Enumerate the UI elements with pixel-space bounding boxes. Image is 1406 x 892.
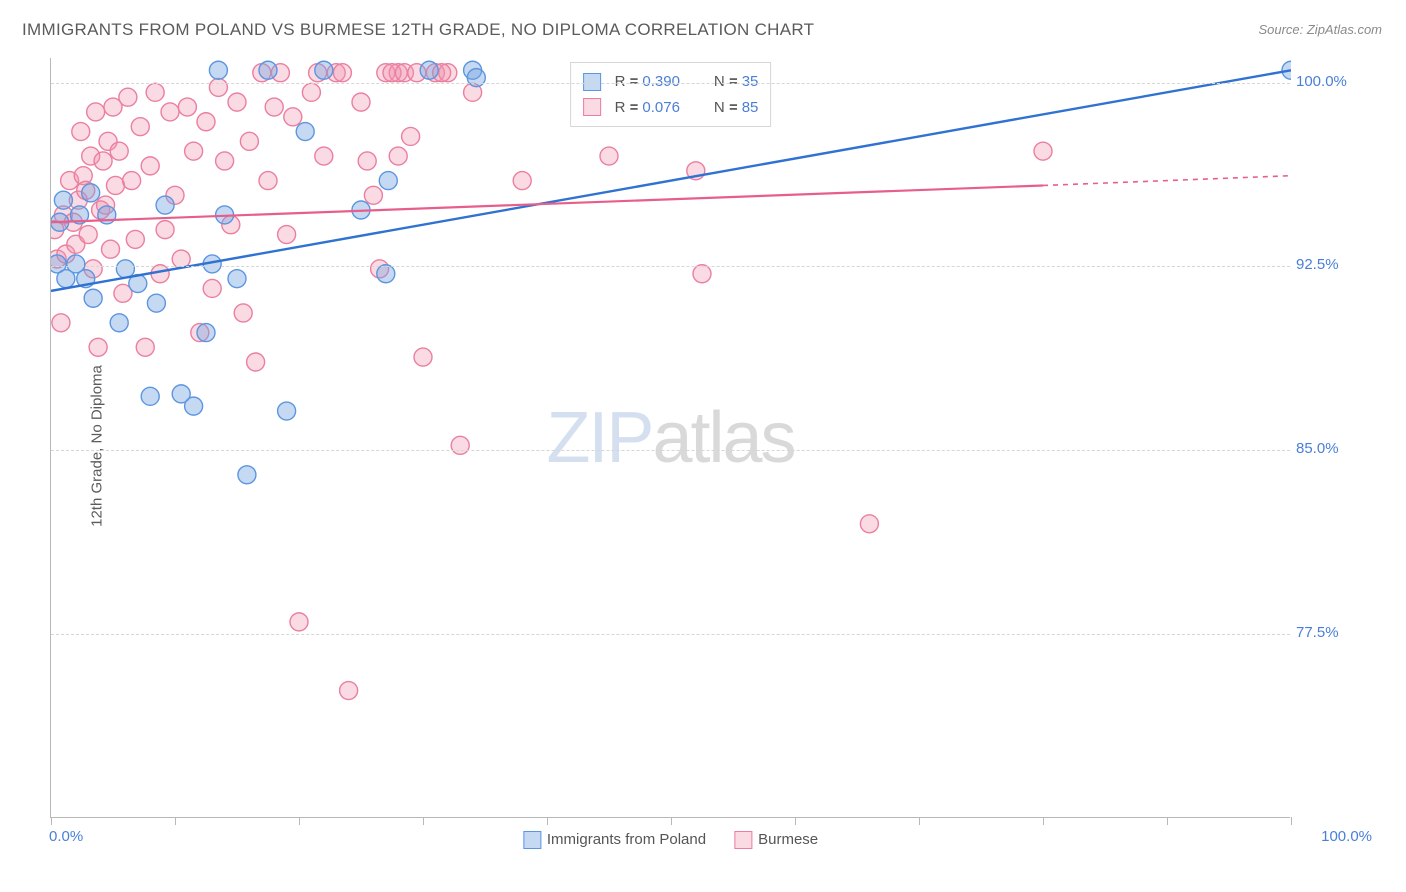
x-tick [423,817,424,825]
source-attribution: Source: ZipAtlas.com [1258,22,1382,37]
y-tick-label: 92.5% [1296,256,1376,273]
x-tick [1043,817,1044,825]
r-label-a: R [615,73,626,90]
n-value-b: 85 [742,99,759,116]
legend-item-b: Burmese [734,831,818,849]
legend-swatch-b-bottom [734,831,752,849]
scatter-plot-svg [51,58,1291,818]
x-tick [299,817,300,825]
legend-swatch-a-bottom [523,831,541,849]
x-tick [547,817,548,825]
n-value-a: 35 [742,73,759,90]
x-tick [671,817,672,825]
n-label-b: N [714,99,725,116]
x-tick [795,817,796,825]
x-tick [1167,817,1168,825]
y-tick-label: 85.0% [1296,440,1376,457]
gridline-h [51,450,1290,451]
y-tick-label: 77.5% [1296,624,1376,641]
x-tick [51,817,52,825]
r-value-a: 0.390 [642,73,680,90]
gridline-h [51,83,1290,84]
series-legend: Immigrants from Poland Burmese [523,831,818,849]
x-tick [175,817,176,825]
chart-title: IMMIGRANTS FROM POLAND VS BURMESE 12TH G… [22,20,814,40]
y-tick-label: 100.0% [1296,73,1376,90]
legend-label-b: Burmese [758,831,818,848]
x-tick-max: 100.0% [1321,828,1372,845]
r-label-b: R [615,99,626,116]
legend-swatch-b [583,98,601,116]
plot-area: ZIPatlas R =0.390 N =35 R =0.076 N =85 I… [50,58,1290,818]
x-tick-min: 0.0% [49,828,83,845]
n-label-a: N [714,73,725,90]
x-tick [1291,817,1292,825]
legend-row-series-b: R =0.076 N =85 [583,95,759,121]
x-tick [919,817,920,825]
r-value-b: 0.076 [642,99,680,116]
gridline-h [51,266,1290,267]
legend-item-a: Immigrants from Poland [523,831,706,849]
correlation-legend: R =0.390 N =35 R =0.076 N =85 [570,62,772,127]
legend-label-a: Immigrants from Poland [547,831,706,848]
gridline-h [51,634,1290,635]
